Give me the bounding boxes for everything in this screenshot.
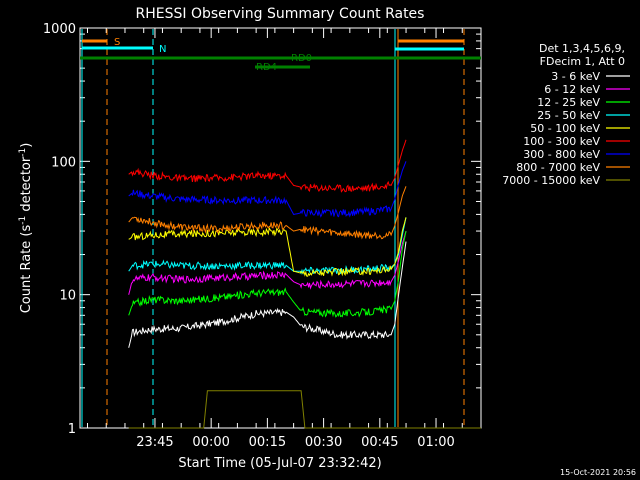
mode-label-rd0: RD0 — [291, 53, 312, 64]
y-tick-label: 1 — [68, 422, 76, 437]
legend-label: 800 - 7000 keV — [516, 161, 600, 174]
x-tick-label: 01:00 — [417, 435, 454, 450]
y-tick-label: 10 — [59, 289, 76, 304]
y-tick-label: 100 — [51, 155, 76, 170]
mode-label-rd4: RD4 — [256, 62, 277, 73]
plot-frame — [79, 27, 482, 429]
x-tick-label: 00:45 — [361, 435, 398, 450]
mode-bars: S N RD0 RD4 — [80, 37, 481, 73]
legend-label: 7000 - 15000 keV — [502, 174, 600, 187]
legend-header-line-1: Det 1,3,4,5,6,9, — [539, 42, 625, 55]
y-label-sup: -1 — [18, 148, 28, 157]
series-line-6 — [128, 161, 407, 218]
x-axis-label: Start Time (05-Jul-07 23:32:42) — [178, 456, 381, 471]
x-tick-label: 00:30 — [305, 435, 342, 450]
series-line-5 — [128, 139, 407, 193]
x-tick-label: 23:45 — [136, 435, 173, 450]
y-label-sup: -1 — [18, 216, 28, 225]
series-layer — [128, 139, 481, 429]
y-axis: 1 10 100 1000 — [43, 22, 481, 437]
legend-header-line-2: FDecim 1, Att 0 — [540, 55, 625, 68]
series-line-3 — [128, 217, 407, 276]
series-line-7 — [128, 186, 407, 240]
mode-lines — [81, 29, 465, 427]
legend-label: 6 - 12 keV — [544, 83, 600, 96]
y-label-part: ) — [19, 143, 34, 148]
series-line-0 — [128, 241, 407, 348]
chart-title: RHESSI Observing Summary Count Rates — [136, 6, 425, 22]
x-tick-label: 00:15 — [249, 435, 286, 450]
timestamp: 15-Oct-2021 20:56 — [560, 468, 636, 477]
y-tick-label: 1000 — [43, 22, 76, 37]
legend-label: 300 - 800 keV — [523, 148, 600, 161]
y-label-part: detector — [19, 156, 34, 216]
legend-label: 25 - 50 keV — [537, 109, 600, 122]
x-tick-label: 00:00 — [192, 435, 229, 450]
legend-label: 3 - 6 keV — [551, 70, 600, 83]
legend-label: 12 - 25 keV — [537, 96, 600, 109]
series-line-1 — [128, 230, 407, 295]
legend-label: 50 - 100 keV — [530, 122, 600, 135]
y-axis-label: Count Rate (s-1 detector-1) — [18, 143, 34, 314]
series-line-2 — [128, 230, 407, 318]
legend-label: 100 - 300 keV — [523, 135, 600, 148]
y-label-part: Count Rate (s — [19, 225, 34, 314]
series-line-4 — [128, 217, 407, 277]
mode-label-n: N — [159, 44, 166, 55]
mode-label-s: S — [114, 37, 120, 48]
series-line-8 — [128, 390, 481, 429]
x-axis: 23:45 00:00 00:15 00:30 00:45 01:00 — [86, 28, 482, 450]
